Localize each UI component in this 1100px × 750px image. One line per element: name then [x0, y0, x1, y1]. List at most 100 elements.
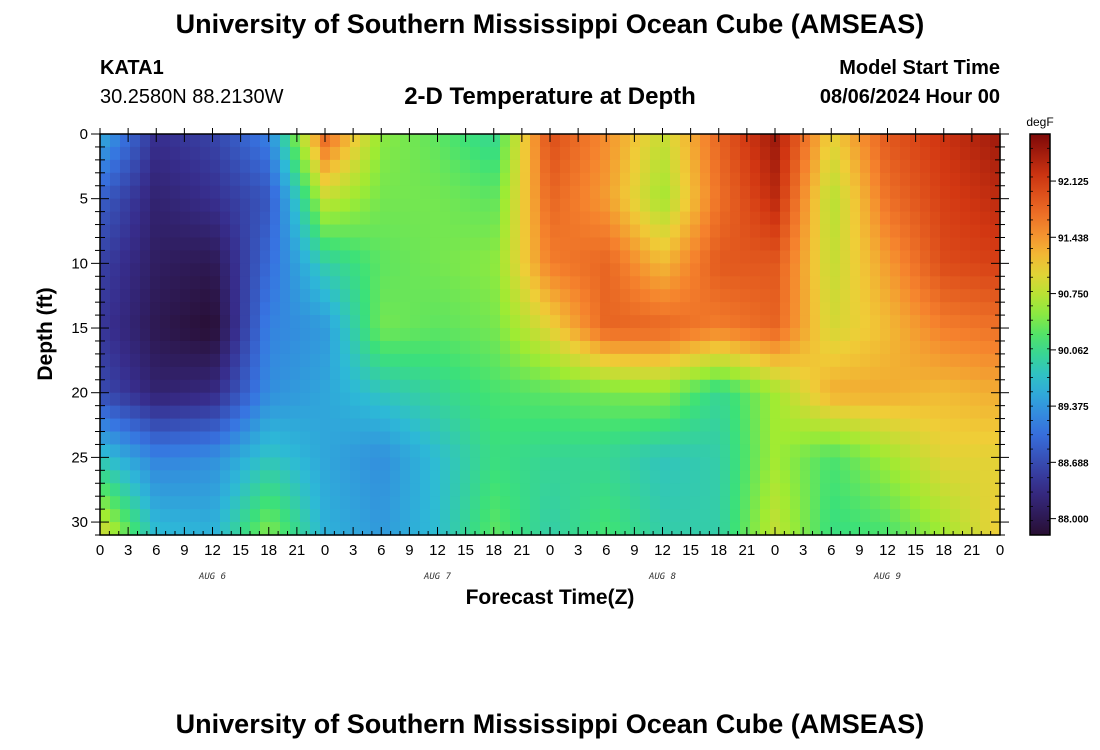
heatmap-cell — [670, 134, 681, 148]
heatmap-cell — [790, 431, 801, 446]
heatmap-cell — [460, 237, 471, 252]
heatmap-cell — [350, 276, 361, 290]
heatmap-cell — [160, 392, 171, 407]
heatmap-cell — [780, 172, 791, 187]
heatmap-cell — [670, 366, 681, 381]
heatmap-cell — [980, 431, 991, 446]
heatmap-cell — [910, 353, 921, 368]
heatmap-cell — [150, 509, 161, 523]
heatmap-cell — [170, 159, 181, 174]
heatmap-cell — [640, 483, 651, 497]
heatmap-cell — [610, 444, 621, 458]
heatmap-cell — [570, 263, 581, 277]
chart-subtitle: 2-D Temperature at Depth — [404, 83, 696, 110]
heatmap-cell — [180, 353, 191, 368]
heatmap-cell — [630, 431, 641, 446]
heatmap-cell — [250, 159, 261, 174]
heatmap-cell — [420, 185, 431, 200]
heatmap-cell — [240, 302, 251, 316]
heatmap-cell — [370, 431, 381, 446]
heatmap-cell — [440, 340, 451, 355]
heatmap-cell — [940, 340, 951, 355]
heatmap-cell — [770, 366, 781, 381]
heatmap-cell — [210, 483, 221, 497]
heatmap-cell — [840, 444, 851, 458]
heatmap-cell — [770, 198, 781, 213]
heatmap-cell — [200, 237, 211, 252]
heatmap-cell — [570, 328, 581, 342]
heatmap-cell — [410, 366, 421, 381]
heatmap-cell — [200, 263, 211, 277]
heatmap-cell — [610, 146, 621, 161]
heatmap-cell — [410, 250, 421, 264]
heatmap-cell — [510, 276, 521, 290]
heatmap-cell — [330, 366, 341, 381]
heatmap-cell — [330, 159, 341, 174]
heatmap-cell — [370, 198, 381, 213]
heatmap-cell — [520, 134, 531, 148]
heatmap-cell — [110, 418, 121, 433]
heatmap-cell — [500, 353, 511, 368]
heatmap-cell — [830, 276, 841, 290]
heatmap-cell — [880, 483, 891, 497]
heatmap-cell — [990, 483, 1001, 497]
heatmap-cell — [760, 509, 771, 523]
heatmap-cell — [480, 146, 491, 161]
heatmap-cell — [770, 431, 781, 446]
heatmap-cell — [680, 418, 691, 433]
heatmap-cell — [680, 159, 691, 174]
heatmap-cell — [930, 134, 941, 148]
heatmap-cell — [230, 444, 241, 458]
heatmap-cell — [300, 250, 311, 264]
heatmap-cell — [620, 146, 631, 161]
heatmap-cell — [100, 392, 111, 407]
heatmap-cell — [390, 392, 401, 407]
heatmap-cell — [680, 289, 691, 303]
heatmap-cell — [920, 289, 931, 303]
heatmap-cell — [430, 172, 441, 187]
heatmap-cell — [620, 315, 631, 329]
heatmap-cell — [450, 457, 461, 471]
heatmap-cell — [970, 366, 981, 381]
heatmap-cell — [140, 444, 151, 458]
heatmap-cell — [220, 522, 231, 536]
heatmap-cell — [380, 159, 391, 174]
heatmap-cell — [930, 276, 941, 290]
heatmap-cell — [950, 353, 961, 368]
heatmap-cell — [290, 328, 301, 342]
heatmap-cell — [180, 159, 191, 174]
heatmap-cell — [770, 392, 781, 407]
heatmap-cell — [860, 146, 871, 161]
heatmap-cell — [970, 405, 981, 420]
heatmap-cell — [480, 250, 491, 264]
heatmap-cell — [480, 366, 491, 381]
heatmap-cell — [810, 302, 821, 316]
heatmap-cell — [920, 185, 931, 200]
heatmap-cell — [300, 457, 311, 471]
heatmap-cell — [720, 224, 731, 239]
heatmap-cell — [560, 211, 571, 226]
heatmap-cell — [920, 211, 931, 226]
heatmap-cell — [620, 444, 631, 458]
heatmap-cell — [450, 483, 461, 497]
colorbar-tick-label: 88.688 — [1058, 458, 1089, 469]
heatmap-cell — [600, 289, 611, 303]
heatmap-cell — [810, 211, 821, 226]
heatmap-cell — [520, 146, 531, 161]
heatmap-cell — [150, 224, 161, 239]
heatmap-cell — [110, 328, 121, 342]
heatmap-cell — [690, 328, 701, 342]
heatmap-cell — [210, 159, 221, 174]
heatmap-cell — [760, 172, 771, 187]
heatmap-cell — [120, 315, 131, 329]
heatmap-cell — [830, 418, 841, 433]
heatmap-cell — [900, 237, 911, 252]
heatmap-cell — [790, 276, 801, 290]
heatmap-cell — [440, 509, 451, 523]
heatmap-cell — [260, 353, 271, 368]
heatmap-cell — [700, 237, 711, 252]
heatmap-cell — [750, 276, 761, 290]
y-tick-label: 25 — [71, 449, 88, 466]
heatmap-cell — [380, 509, 391, 523]
heatmap-cell — [880, 289, 891, 303]
